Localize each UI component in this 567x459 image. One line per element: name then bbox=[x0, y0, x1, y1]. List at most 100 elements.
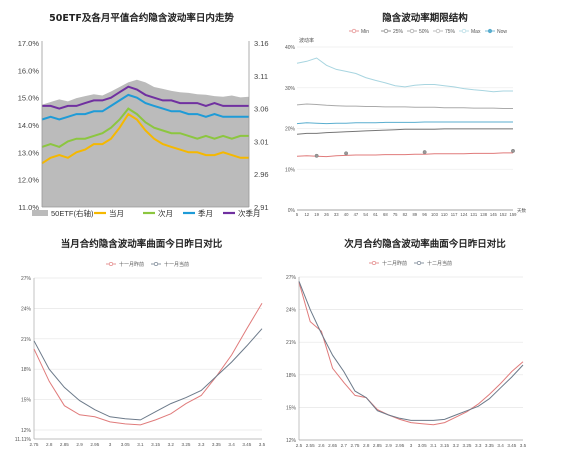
x-tick-label: 3.05 bbox=[418, 443, 427, 448]
right-tick-label: 3.06 bbox=[254, 105, 269, 114]
x-tick-label: 3.15 bbox=[151, 442, 160, 447]
left-tick-label: 13.0% bbox=[18, 148, 40, 157]
y-tick-label: 24% bbox=[286, 308, 297, 314]
x-tick-label: 2.75 bbox=[351, 443, 360, 448]
x-tick-label: 33 bbox=[334, 212, 339, 217]
x-tick-label: 54 bbox=[363, 212, 368, 217]
x-tick-label: 3.35 bbox=[212, 442, 221, 447]
x-tick-label: 12 bbox=[304, 212, 309, 217]
x-tick-label: 61 bbox=[373, 212, 378, 217]
x-tick-label: 2.9 bbox=[385, 443, 392, 448]
term-structure-chart: 40% 30% 20% 10% 0% 波动率 5 12 19 26 33 40 47 54 61 68 75 82… bbox=[285, 28, 526, 217]
smile-m2-chart: 27%24%21%18%15%12%2.5 2.55 2.6 2.65 2.7 2.75 2… bbox=[286, 260, 527, 448]
legend-marker bbox=[351, 28, 357, 34]
x-tick-label: 2.5 bbox=[296, 443, 303, 448]
x-tick-label: 103 bbox=[431, 212, 439, 217]
smile-m1-title: 当月合约隐含波动率曲面今日昨日对比 bbox=[60, 239, 223, 250]
y-tick-label: 12% bbox=[21, 428, 32, 434]
x-tick-label: 2.85 bbox=[60, 442, 69, 447]
legend-marker bbox=[409, 28, 415, 34]
legend-marker bbox=[435, 28, 441, 34]
legend-label: 次季月 bbox=[238, 208, 261, 218]
x-tick-label: 145 bbox=[490, 212, 498, 217]
right-tick-label: 3.11 bbox=[254, 72, 268, 81]
term-line-75pct bbox=[296, 103, 513, 109]
legend-marker bbox=[417, 260, 422, 265]
legend-marker bbox=[372, 260, 377, 265]
x-tick-label: 75 bbox=[393, 212, 398, 217]
x-tick-label: 26 bbox=[324, 212, 329, 217]
y-tick-label: 10% bbox=[285, 167, 296, 173]
x-tick-label: 3.15 bbox=[440, 443, 449, 448]
y-tick-label: 15% bbox=[21, 398, 32, 404]
legend-label: 十二月当前 bbox=[427, 260, 452, 267]
left-tick-label: 17.0% bbox=[18, 39, 40, 48]
now-point bbox=[344, 151, 349, 156]
right-tick-label: 2.91 bbox=[254, 203, 269, 212]
legend-label: Min bbox=[361, 29, 369, 35]
left-tick-label: 16.0% bbox=[18, 66, 40, 75]
smile-line-0 bbox=[298, 282, 524, 426]
y-tick-label: 21% bbox=[286, 340, 297, 346]
term-structure-panel: 隐含波动率期限结构 40% 30% 20% 10% 0% 波动率 5 12 19 26 33 40 47… bbox=[283, 0, 567, 228]
legend-marker bbox=[383, 28, 389, 34]
x-tick-label: 2.6 bbox=[318, 443, 325, 448]
legend-label: 季月 bbox=[198, 208, 213, 218]
legend-label: 50ETF(右轴) bbox=[51, 208, 94, 218]
x-tick-label: 96 bbox=[422, 212, 427, 217]
smile-line-1 bbox=[33, 328, 263, 421]
smile-m2-panel: 次月合约隐含波动率曲面今日昨日对比 27% 24% 21% 18% 15% 12% 2.5 2… bbox=[283, 228, 567, 459]
x-tick-label: 138 bbox=[480, 212, 488, 217]
x-tick-label: 68 bbox=[383, 212, 388, 217]
now-point bbox=[422, 150, 427, 155]
smile-line-0 bbox=[33, 303, 263, 426]
legend-marker bbox=[461, 28, 467, 34]
legend-label: 十二月昨前 bbox=[382, 260, 407, 267]
legend-label: 十一月昨前 bbox=[119, 261, 144, 268]
x-tick-label: 3.25 bbox=[182, 442, 191, 447]
x-tick-label: 47 bbox=[354, 212, 359, 217]
x-tick-label: 131 bbox=[470, 212, 478, 217]
x-tick-label: 3.2 bbox=[168, 442, 175, 447]
x-tick-label: 2.55 bbox=[306, 443, 315, 448]
x-tick-label: 82 bbox=[403, 212, 408, 217]
x-tick-label: 3.45 bbox=[507, 443, 516, 448]
y-tick-label: 0% bbox=[288, 208, 296, 214]
x-tick-label: 2.65 bbox=[328, 443, 337, 448]
term-line-max bbox=[296, 57, 513, 93]
legend-marker bbox=[487, 28, 493, 34]
now-point bbox=[511, 148, 515, 153]
iv-line-m1 bbox=[41, 112, 249, 165]
x-tick-label: 3.5 bbox=[520, 443, 527, 448]
intraday-iv-panel: 50ETF及各月平值合约隐含波动率日内走势 17.0% 16.0% 15.0% 14.… bbox=[0, 0, 283, 228]
smile-m2-title: 次月合约隐含波动率曲面今日昨日对比 bbox=[344, 239, 506, 250]
y-tick-label: 40% bbox=[285, 45, 296, 51]
legend-label: 50% bbox=[419, 29, 430, 35]
x-tick-label: 19 bbox=[314, 212, 319, 217]
x-tick-label: 2.75 bbox=[30, 442, 39, 447]
smile-m1-panel: 当月合约隐含波动率曲面今日昨日对比 27% 24% 21% 18% 15% 12% 11.1… bbox=[0, 228, 283, 459]
iv-line-m4 bbox=[42, 85, 249, 110]
left-tick-label: 11.0% bbox=[18, 203, 39, 212]
x-tick-label: 3.3 bbox=[475, 443, 482, 448]
x-tick-label: 40 bbox=[344, 212, 349, 217]
iv-line-m2 bbox=[41, 107, 249, 148]
right-tick-label: 2.96 bbox=[254, 170, 269, 179]
y-tick-label: 24% bbox=[21, 306, 32, 312]
x-tick-label: 2.85 bbox=[373, 443, 382, 448]
y-min-label: 11.11% bbox=[15, 437, 32, 443]
smile-m1-chart: 27% 24% 21% 18% 15% 12% 11.11%2.75 2.8 2.85 2.9 2.… bbox=[15, 261, 266, 447]
x-tick-label: 3.4 bbox=[228, 442, 235, 447]
y-tick-label: 27% bbox=[286, 275, 297, 281]
legend-label: 次月 bbox=[158, 208, 173, 218]
x-tick-label: 89 bbox=[412, 212, 417, 217]
left-tick-label: 14.0% bbox=[18, 121, 40, 130]
y-tick-label: 27% bbox=[21, 276, 32, 282]
y-tick-label: 30% bbox=[285, 86, 296, 92]
legend-marker bbox=[154, 261, 159, 266]
right-tick-label: 3.16 bbox=[254, 39, 269, 48]
legend-swatch bbox=[32, 210, 48, 216]
y-axis-title: 波动率 bbox=[299, 37, 314, 44]
x-tick-label: 3.5 bbox=[259, 442, 266, 447]
legend-label: 当月 bbox=[109, 208, 124, 218]
